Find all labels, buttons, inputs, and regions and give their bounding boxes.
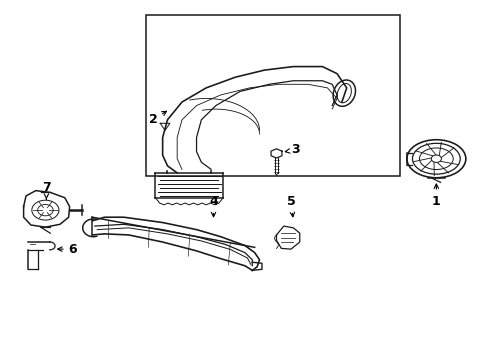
Text: 4: 4 — [209, 195, 218, 217]
Circle shape — [431, 155, 441, 162]
Text: 2: 2 — [148, 111, 167, 126]
Text: 1: 1 — [432, 184, 441, 208]
Text: 6: 6 — [58, 243, 77, 256]
Bar — [146, 15, 400, 176]
Text: 7: 7 — [42, 181, 51, 199]
Text: 3: 3 — [285, 143, 300, 156]
Text: 5: 5 — [287, 195, 295, 217]
